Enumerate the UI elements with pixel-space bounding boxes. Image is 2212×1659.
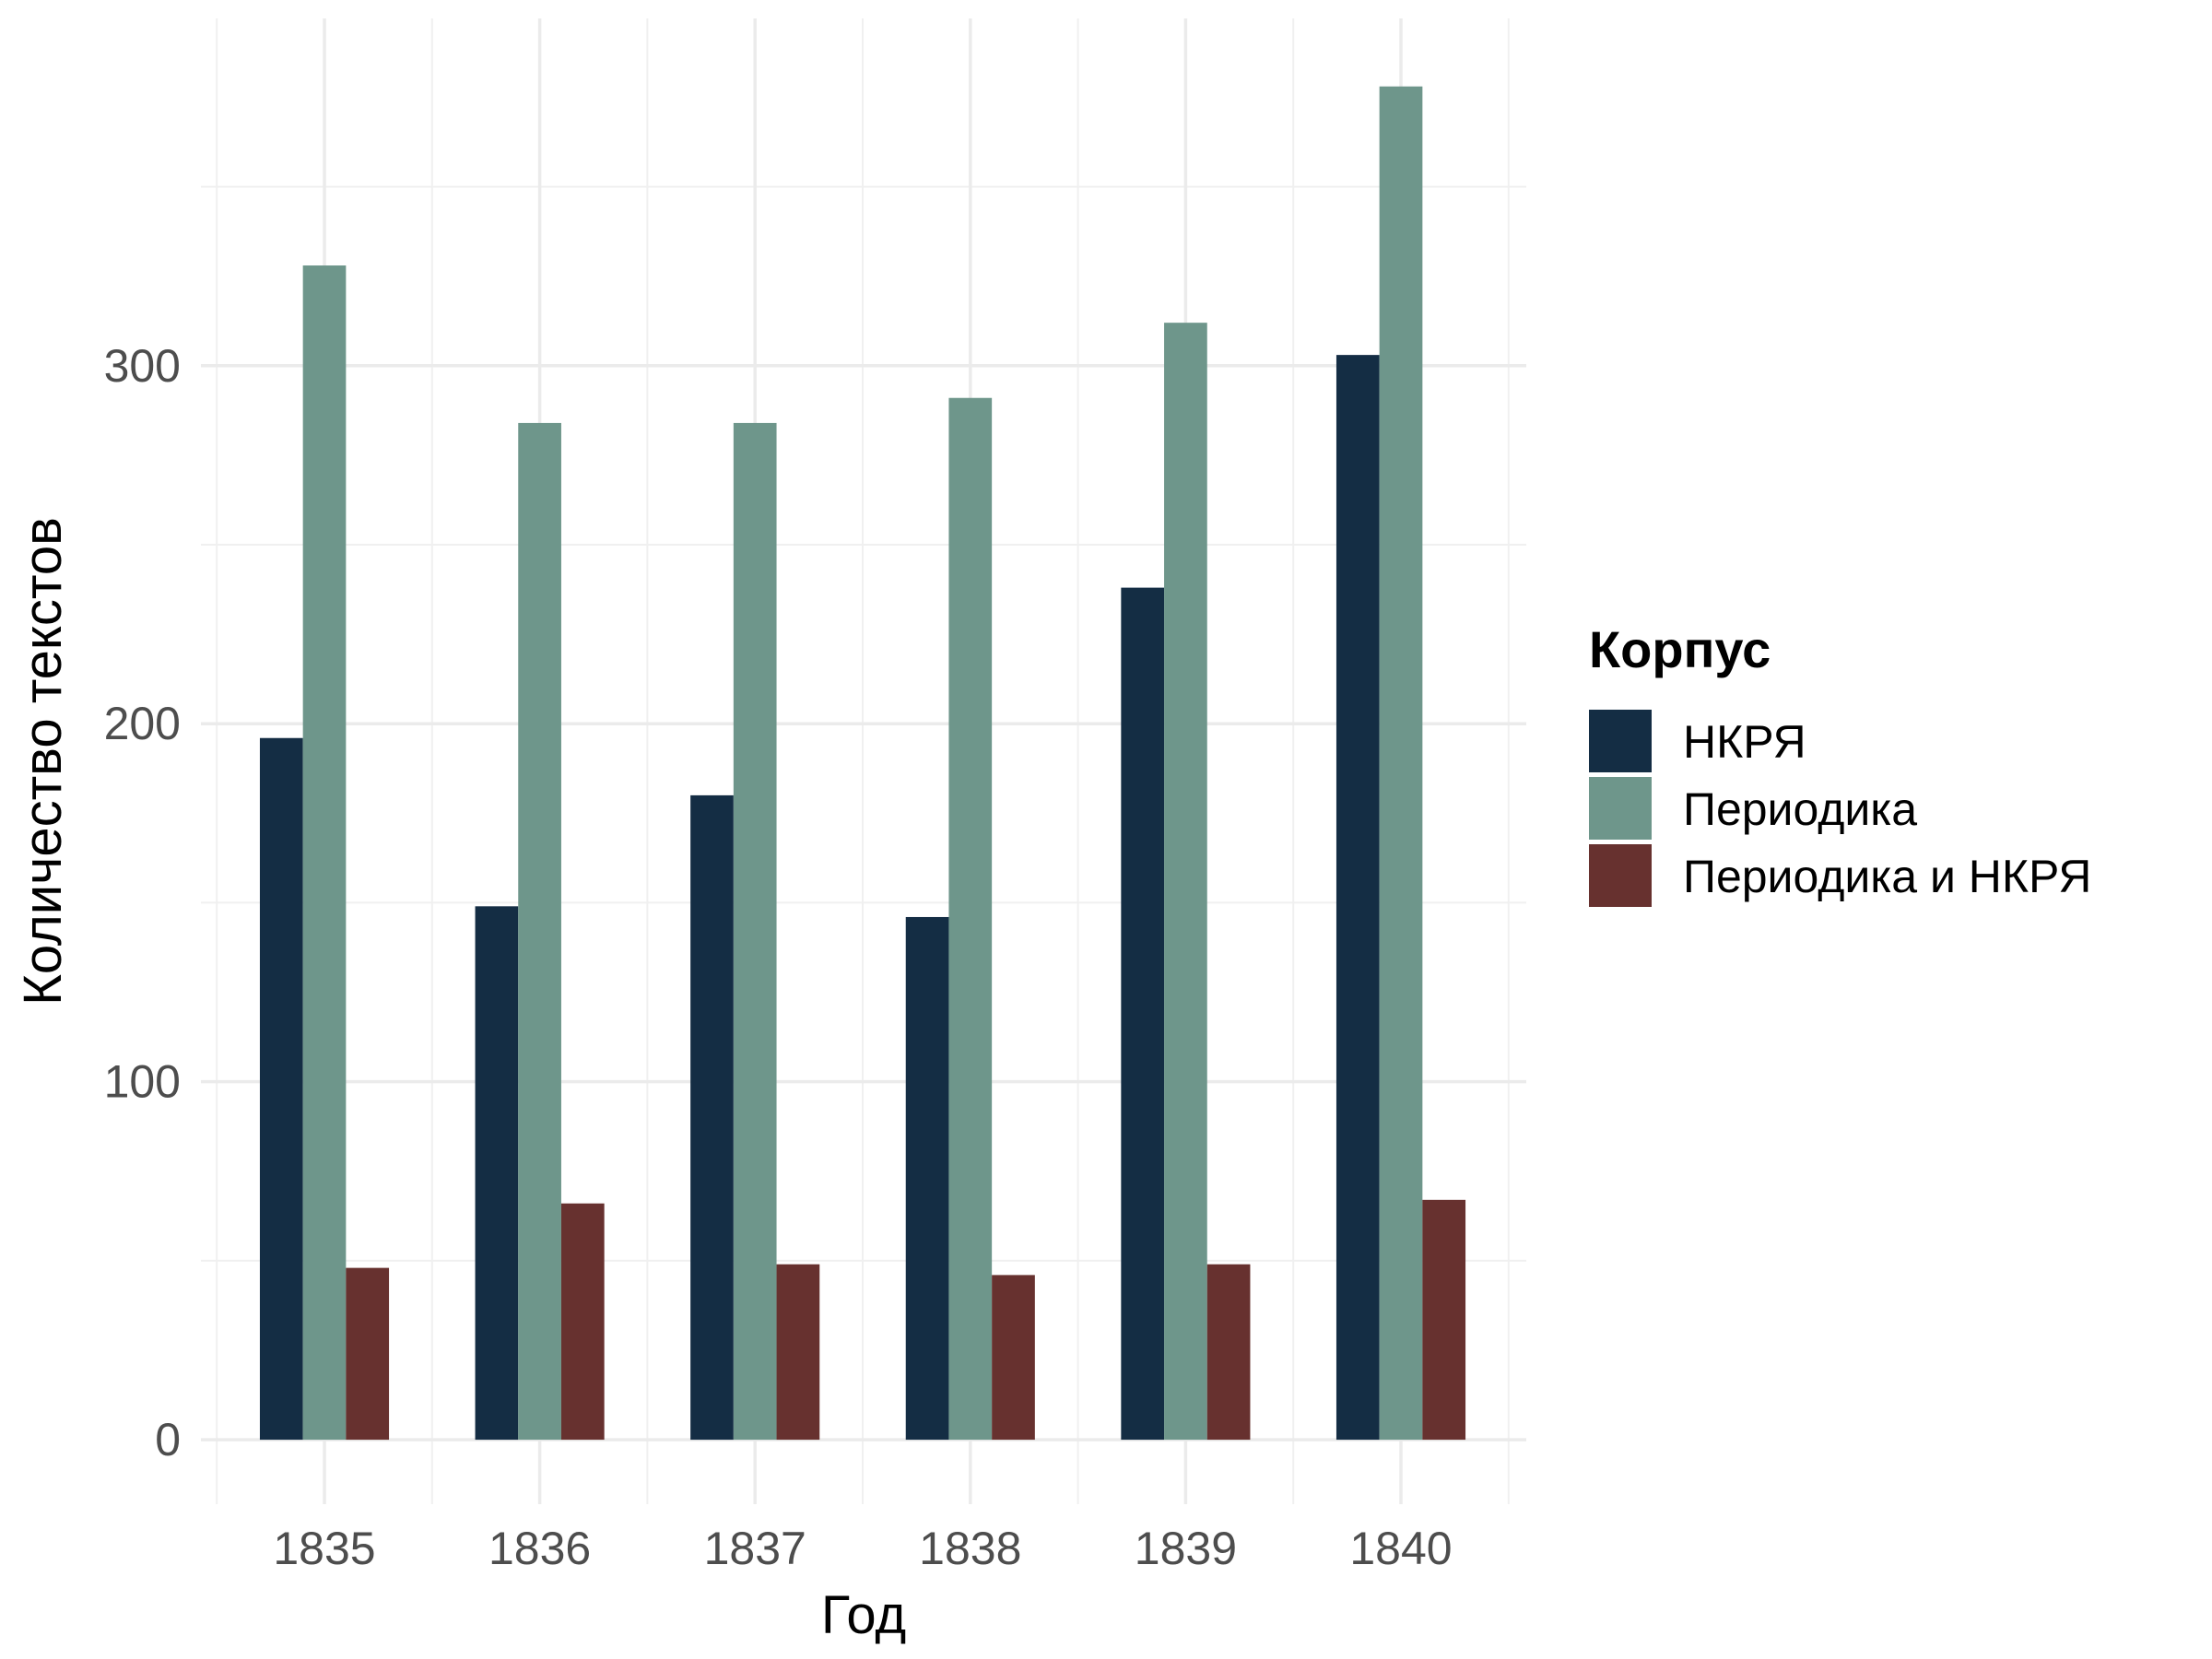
x-tick-label: 1838 <box>919 1523 1021 1574</box>
legend-label: НКРЯ <box>1683 716 1806 768</box>
bar <box>259 737 303 1441</box>
legend: Корпус НКРЯ Периодика Периодика и НКРЯ <box>1589 620 2091 907</box>
y-tick-label: 200 <box>104 698 181 749</box>
bar <box>1422 1199 1466 1441</box>
y-axis-ticks: 0 100 200 300 <box>104 340 181 1465</box>
bar <box>992 1275 1035 1441</box>
y-tick-label: 100 <box>104 1056 181 1108</box>
bar <box>776 1264 820 1441</box>
bar <box>948 397 993 1441</box>
legend-label: Периодика <box>1683 783 1917 835</box>
x-tick-label: 1835 <box>273 1523 375 1574</box>
y-axis-title: Количество текстов <box>13 517 73 1006</box>
bar <box>346 1267 390 1441</box>
legend-swatch <box>1589 844 1652 907</box>
legend-label: Периодика и НКРЯ <box>1683 851 2091 902</box>
bar <box>1164 323 1207 1441</box>
x-tick-label: 1840 <box>1349 1523 1452 1574</box>
y-tick-label: 300 <box>104 340 181 392</box>
x-axis-title: Год <box>821 1585 906 1645</box>
bars <box>259 86 1466 1441</box>
legend-swatch <box>1589 710 1652 772</box>
bar <box>1379 86 1423 1441</box>
bar <box>475 906 519 1441</box>
grid <box>201 18 1526 1504</box>
y-tick-label: 0 <box>155 1414 181 1465</box>
bar <box>733 422 777 1441</box>
bar <box>1206 1264 1251 1441</box>
x-tick-label: 1836 <box>488 1523 591 1574</box>
bar <box>518 422 561 1441</box>
bar <box>690 794 734 1441</box>
legend-swatch <box>1589 777 1652 840</box>
legend-title: Корпус <box>1589 620 1771 678</box>
bar <box>905 916 949 1441</box>
legend-items: НКРЯ Периодика Периодика и НКРЯ <box>1589 710 2091 907</box>
bar <box>1335 355 1380 1441</box>
bar <box>560 1203 605 1441</box>
bar <box>302 265 347 1441</box>
x-tick-label: 1839 <box>1135 1523 1237 1574</box>
x-tick-label: 1837 <box>704 1523 806 1574</box>
x-axis-ticks: 1835 1836 1837 1838 1839 1840 <box>273 1523 1452 1574</box>
bar <box>1121 587 1165 1441</box>
